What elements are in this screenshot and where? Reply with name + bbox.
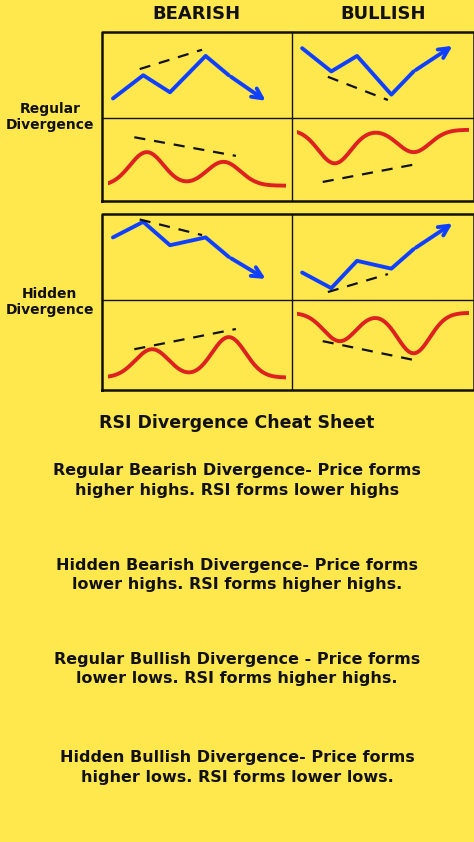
Text: BEARISH: BEARISH	[153, 5, 241, 23]
Text: Regular Bearish Divergence- Price forms
higher highs. RSI forms lower highs: Regular Bearish Divergence- Price forms …	[53, 463, 421, 498]
Text: Hidden
Divergence: Hidden Divergence	[6, 287, 94, 317]
Text: RSI Divergence Cheat Sheet: RSI Divergence Cheat Sheet	[100, 414, 374, 432]
Text: BULLISH: BULLISH	[340, 5, 426, 23]
Text: Regular
Divergence: Regular Divergence	[6, 102, 94, 131]
Text: Hidden Bearish Divergence- Price forms
lower highs. RSI forms higher highs.: Hidden Bearish Divergence- Price forms l…	[56, 557, 418, 593]
Text: Regular Bullish Divergence - Price forms
lower lows. RSI forms higher highs.: Regular Bullish Divergence - Price forms…	[54, 652, 420, 686]
Text: Hidden Bullish Divergence- Price forms
higher lows. RSI forms lower lows.: Hidden Bullish Divergence- Price forms h…	[60, 750, 414, 785]
